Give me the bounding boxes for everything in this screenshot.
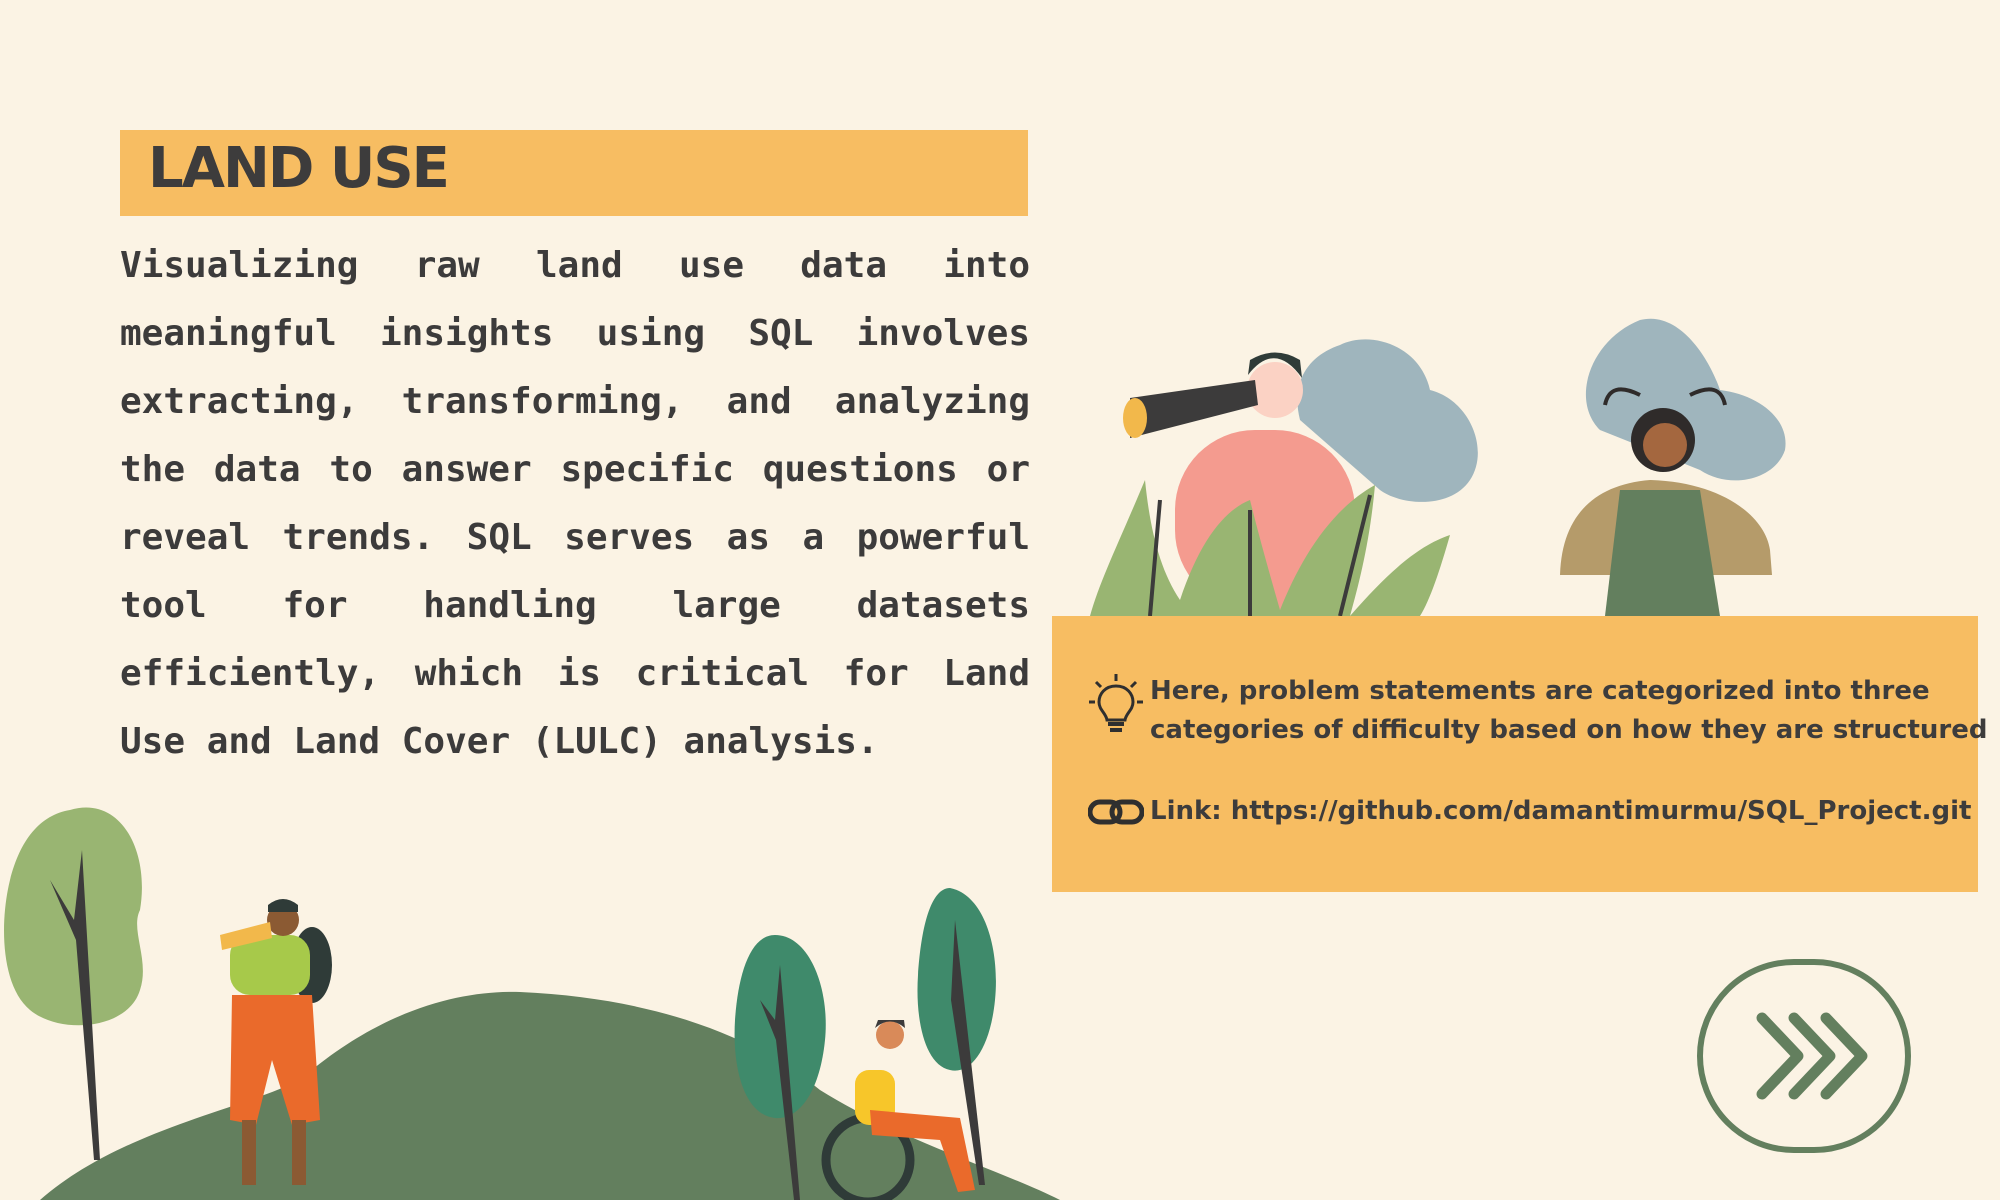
title-banner: LAND USE	[120, 130, 1028, 216]
tree-teal-1	[734, 935, 826, 1200]
project-link[interactable]: Link: https://github.com/damantimurmu/SQ…	[1088, 792, 1971, 834]
tree-teal-2	[917, 888, 996, 1185]
note-line-2: categories of difficulty based on how th…	[1150, 715, 1988, 745]
lightbulb-icon	[1089, 674, 1143, 732]
triple-chevron-right-icon	[1756, 1012, 1868, 1100]
wheelchair-figure	[821, 1020, 975, 1200]
telescope-boy-figure	[1090, 339, 1478, 617]
link-text[interactable]: Link: https://github.com/damantimurmu/SQ…	[1150, 796, 1972, 826]
next-button[interactable]	[1696, 958, 1912, 1154]
info-panel: Here, problem statements are categorized…	[1052, 616, 1987, 892]
overalls-girl-figure	[1560, 318, 1786, 616]
chain-link-icon	[1088, 799, 1144, 825]
description-text: Visualizing raw land use data into meani…	[120, 245, 1030, 762]
page-title: LAND USE	[148, 136, 450, 201]
tree-left	[4, 807, 143, 1160]
note-line-1: Here, problem statements are categorized…	[1150, 676, 1930, 706]
problem-note: Here, problem statements are categorized…	[1088, 672, 1987, 750]
hiker-figure	[220, 899, 332, 1185]
